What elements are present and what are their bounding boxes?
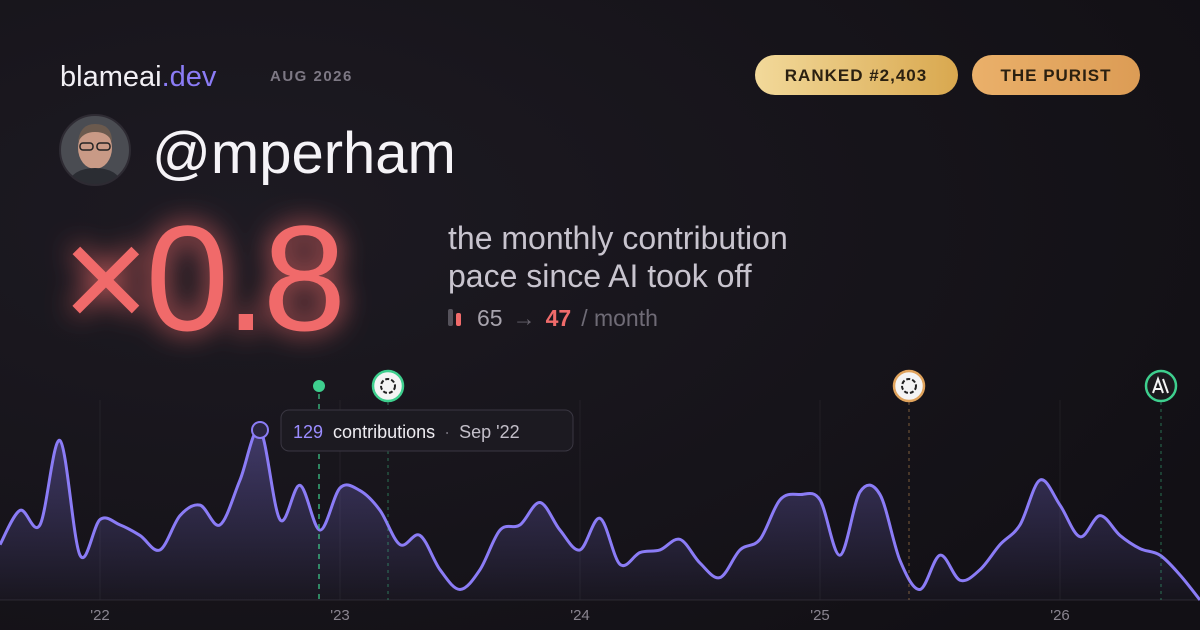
avatar <box>60 115 130 185</box>
tooltip-sep: · <box>444 422 450 442</box>
x-tick-label: '22 <box>90 607 110 624</box>
badge-text: THE PURIST <box>1000 66 1111 85</box>
handle: @mperham <box>152 121 456 186</box>
caption: the monthly contribution <box>448 220 788 256</box>
brand-name: blameai <box>60 61 162 93</box>
tooltip: 129 contributions · Sep '22 <box>280 409 574 452</box>
highlight-point <box>251 420 269 439</box>
x-tick-label: '26 <box>1050 607 1070 624</box>
event-icon <box>892 369 926 403</box>
pace-after: 47 <box>546 305 572 331</box>
event-logo <box>901 378 917 394</box>
pace-unit: / month <box>581 305 658 331</box>
period: AUG 2026 <box>270 68 353 85</box>
x-tick-label: '23 <box>330 607 350 624</box>
pace-icon <box>448 309 453 326</box>
badge-text: RANKED #2,403 <box>785 66 927 85</box>
badge <box>755 55 958 95</box>
event-dot <box>313 380 325 392</box>
tooltip-text: 129 contributions · Sep '22 <box>293 422 520 442</box>
brand: blameai.dev <box>60 61 217 93</box>
tooltip-date: Sep '22 <box>459 422 520 442</box>
pace-arrow: → <box>513 305 536 331</box>
x-tick-label: '25 <box>810 607 830 624</box>
pace-before: 65 <box>477 305 503 331</box>
event-logo <box>1152 376 1169 394</box>
pace: 65 → 47 / month <box>477 305 658 331</box>
avatar-ring <box>59 114 131 186</box>
multiplier: ×0.8 <box>62 194 342 362</box>
line <box>0 427 1200 601</box>
event-logo <box>380 378 396 394</box>
x-tick-label: '24 <box>570 607 590 624</box>
pace-icon <box>456 313 461 326</box>
badge <box>972 55 1140 95</box>
event-icon <box>371 369 405 403</box>
tooltip-value: 129 <box>293 422 323 442</box>
brand-tld: .dev <box>162 61 217 93</box>
chart: '22 '23 '24 '25 '26 <box>0 400 1200 624</box>
area-fill <box>0 429 1200 600</box>
tooltip-box <box>280 409 574 452</box>
tooltip-label: contributions <box>333 422 435 442</box>
caption: pace since AI took off <box>448 258 752 294</box>
